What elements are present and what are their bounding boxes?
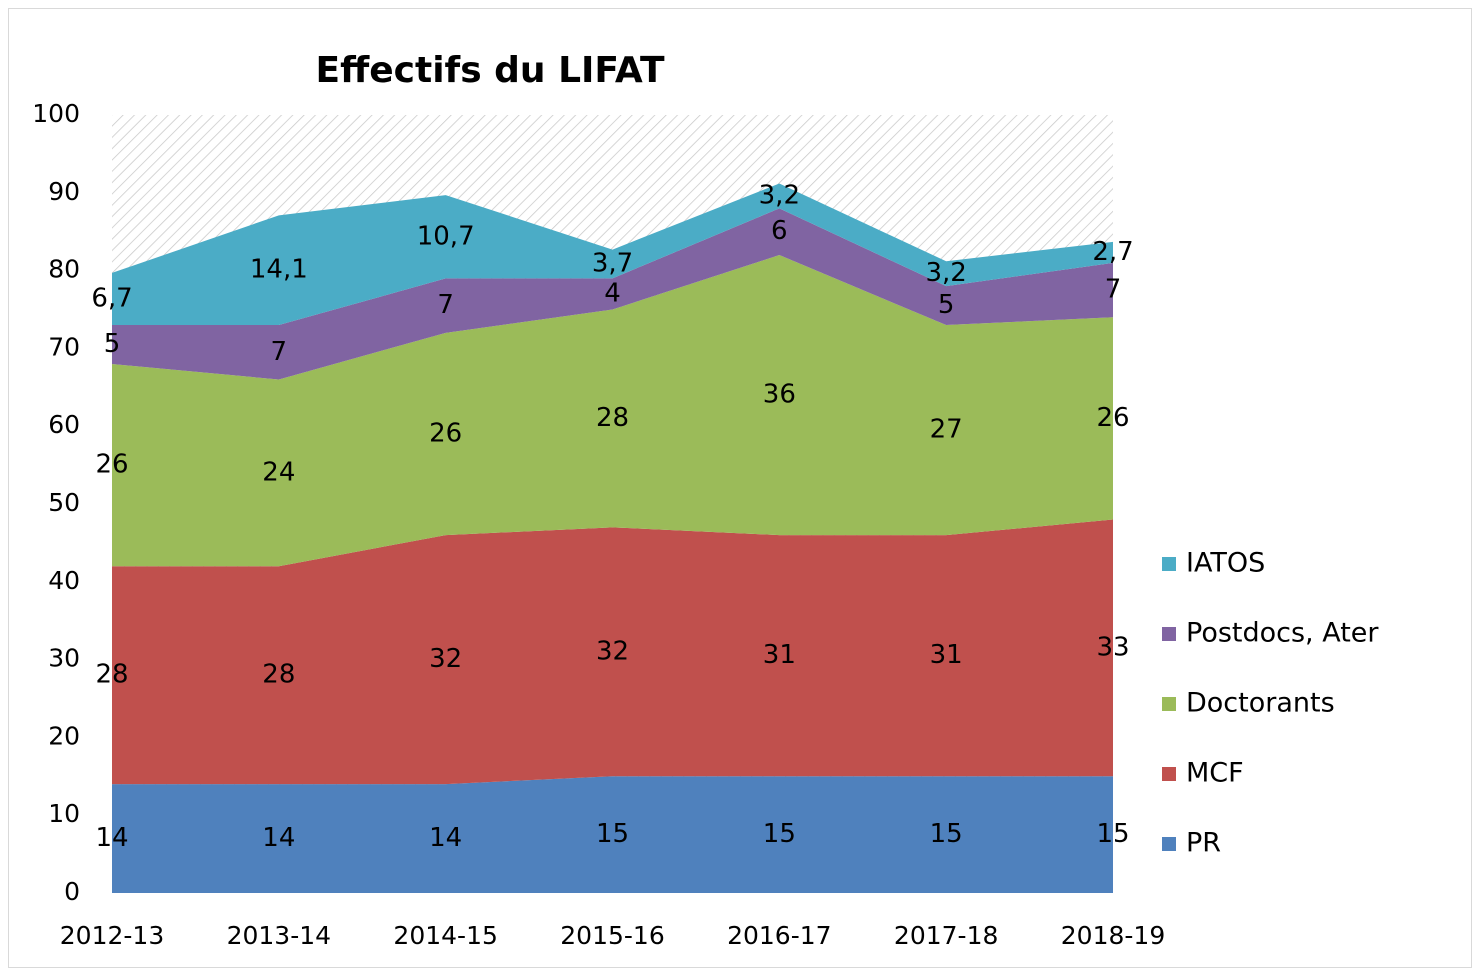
area <box>112 208 1113 380</box>
data-label: 7 <box>437 290 454 320</box>
data-label: 26 <box>429 418 462 448</box>
data-label: 27 <box>930 415 963 445</box>
x-tick-label: 2012-13 <box>60 921 164 950</box>
data-label: 3,2 <box>759 180 800 210</box>
data-label: 26 <box>1096 403 1129 433</box>
legend-label: MCF <box>1186 758 1244 789</box>
x-tick-label: 2013-14 <box>227 921 331 950</box>
data-label: 3,7 <box>592 248 633 278</box>
data-label: 4 <box>604 278 621 308</box>
legend-swatch <box>1162 557 1176 571</box>
data-label: 26 <box>95 450 128 480</box>
data-label: 28 <box>95 660 128 690</box>
data-label: 28 <box>262 660 295 690</box>
area <box>112 255 1113 567</box>
y-tick-label: 90 <box>48 177 80 206</box>
legend-label: Postdocs, Ater <box>1186 618 1379 649</box>
y-tick-label: 0 <box>64 877 80 906</box>
x-tick-label: 2015-16 <box>560 921 664 950</box>
data-label: 33 <box>1096 632 1129 662</box>
y-tick-label: 50 <box>48 488 80 517</box>
data-label: 31 <box>763 640 796 670</box>
data-label: 14 <box>429 823 462 853</box>
data-label: 24 <box>262 457 295 487</box>
chart-title: Effectifs du LIFAT <box>315 50 664 91</box>
data-label: 5 <box>938 290 955 320</box>
y-tick-label: 60 <box>48 410 80 439</box>
legend-label: Doctorants <box>1186 688 1335 719</box>
data-label: 15 <box>1096 819 1129 849</box>
data-label: 32 <box>596 636 629 666</box>
data-label: 28 <box>596 403 629 433</box>
data-label: 7 <box>1105 275 1122 305</box>
data-label: 14,1 <box>250 255 308 285</box>
data-label: 10,7 <box>417 221 475 251</box>
data-label: 6,7 <box>91 283 132 313</box>
area <box>112 183 1113 326</box>
x-tick-label: 2017-18 <box>894 921 998 950</box>
data-label: 15 <box>763 819 796 849</box>
data-label: 2,7 <box>1092 237 1133 267</box>
y-tick-label: 100 <box>32 99 80 128</box>
data-label: 32 <box>429 644 462 674</box>
data-label: 3,2 <box>925 258 966 288</box>
legend-swatch <box>1162 697 1176 711</box>
data-label: 14 <box>95 823 128 853</box>
data-label: 7 <box>271 337 288 367</box>
area <box>112 519 1113 785</box>
legend-label: PR <box>1186 828 1221 859</box>
data-label: 15 <box>930 819 963 849</box>
y-tick-label: 30 <box>48 644 80 673</box>
x-tick-label: 2016-17 <box>727 921 831 950</box>
data-label: 6 <box>771 216 788 246</box>
y-tick-label: 80 <box>48 255 80 284</box>
area <box>112 776 1113 893</box>
legend-swatch <box>1162 767 1176 781</box>
y-tick-label: 70 <box>48 332 80 361</box>
x-tick-label: 2018-19 <box>1061 921 1165 950</box>
legend-swatch <box>1162 627 1176 641</box>
legend-swatch <box>1162 837 1176 851</box>
data-label: 36 <box>763 380 796 410</box>
data-label: 15 <box>596 819 629 849</box>
y-tick-label: 10 <box>48 799 80 828</box>
x-tick-label: 2014-15 <box>393 921 497 950</box>
legend-label: IATOS <box>1186 548 1265 579</box>
data-label: 5 <box>104 329 121 359</box>
y-tick-label: 20 <box>48 721 80 750</box>
y-tick-label: 40 <box>48 566 80 595</box>
data-label: 31 <box>930 640 963 670</box>
data-label: 14 <box>262 823 295 853</box>
